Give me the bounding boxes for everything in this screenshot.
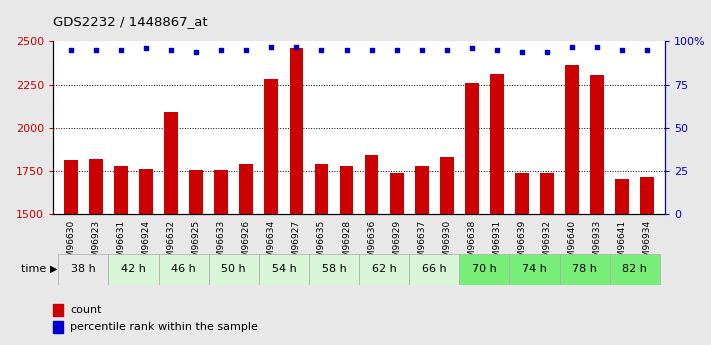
Bar [114,166,128,214]
Text: percentile rank within the sample: percentile rank within the sample [70,322,258,332]
Point [140,46,151,51]
Text: 66 h: 66 h [422,264,447,274]
Bar [409,254,459,285]
Point [166,47,177,53]
Bar [641,177,654,214]
Bar [465,83,479,214]
Point [90,47,102,53]
Bar [565,65,579,214]
Bar [309,254,359,285]
Bar [264,79,278,214]
Point [616,47,628,53]
Bar [415,166,429,214]
Point [215,47,227,53]
Point [441,47,452,53]
Text: 78 h: 78 h [572,264,597,274]
Bar [509,254,560,285]
Bar [609,254,660,285]
Text: count: count [70,305,102,315]
Text: time: time [21,264,50,274]
Bar [314,164,328,214]
Bar [189,170,203,214]
Bar [390,172,404,214]
Bar [340,166,353,214]
Point [641,47,653,53]
Bar [159,254,209,285]
Bar [289,48,304,214]
Bar [590,75,604,214]
Bar [615,179,629,214]
Point [567,44,578,49]
Bar [53,304,63,316]
Point [191,49,202,55]
Point [516,49,528,55]
Text: 50 h: 50 h [221,264,246,274]
Point [466,46,478,51]
Text: 46 h: 46 h [171,264,196,274]
Bar [53,321,63,333]
Bar [214,169,228,214]
Bar [164,112,178,214]
Point [341,47,352,53]
Point [541,49,552,55]
Bar [440,157,454,214]
Bar [109,254,159,285]
Text: 58 h: 58 h [321,264,346,274]
Point [391,47,402,53]
Bar [490,74,504,214]
Bar [540,172,554,214]
Bar [259,254,309,285]
Point [491,47,503,53]
Bar [209,254,259,285]
Text: 70 h: 70 h [472,264,497,274]
Bar [459,254,509,285]
Point [240,47,252,53]
Text: 74 h: 74 h [522,264,547,274]
Bar [365,155,378,214]
Point [592,44,603,49]
Point [291,44,302,49]
Bar [89,159,103,214]
Text: 42 h: 42 h [121,264,146,274]
Point [316,47,327,53]
Point [416,47,427,53]
Text: 62 h: 62 h [372,264,397,274]
Bar [359,254,409,285]
Text: ▶: ▶ [50,264,58,274]
Text: 54 h: 54 h [272,264,296,274]
Point [266,44,277,49]
Bar [139,169,153,214]
Text: 38 h: 38 h [71,264,96,274]
Point [115,47,127,53]
Bar [240,164,253,214]
Bar [560,254,609,285]
Point [366,47,378,53]
Bar [58,254,109,285]
Bar [515,172,529,214]
Text: 82 h: 82 h [622,264,647,274]
Text: GDS2232 / 1448867_at: GDS2232 / 1448867_at [53,14,208,28]
Bar [64,160,77,214]
Point [65,47,77,53]
